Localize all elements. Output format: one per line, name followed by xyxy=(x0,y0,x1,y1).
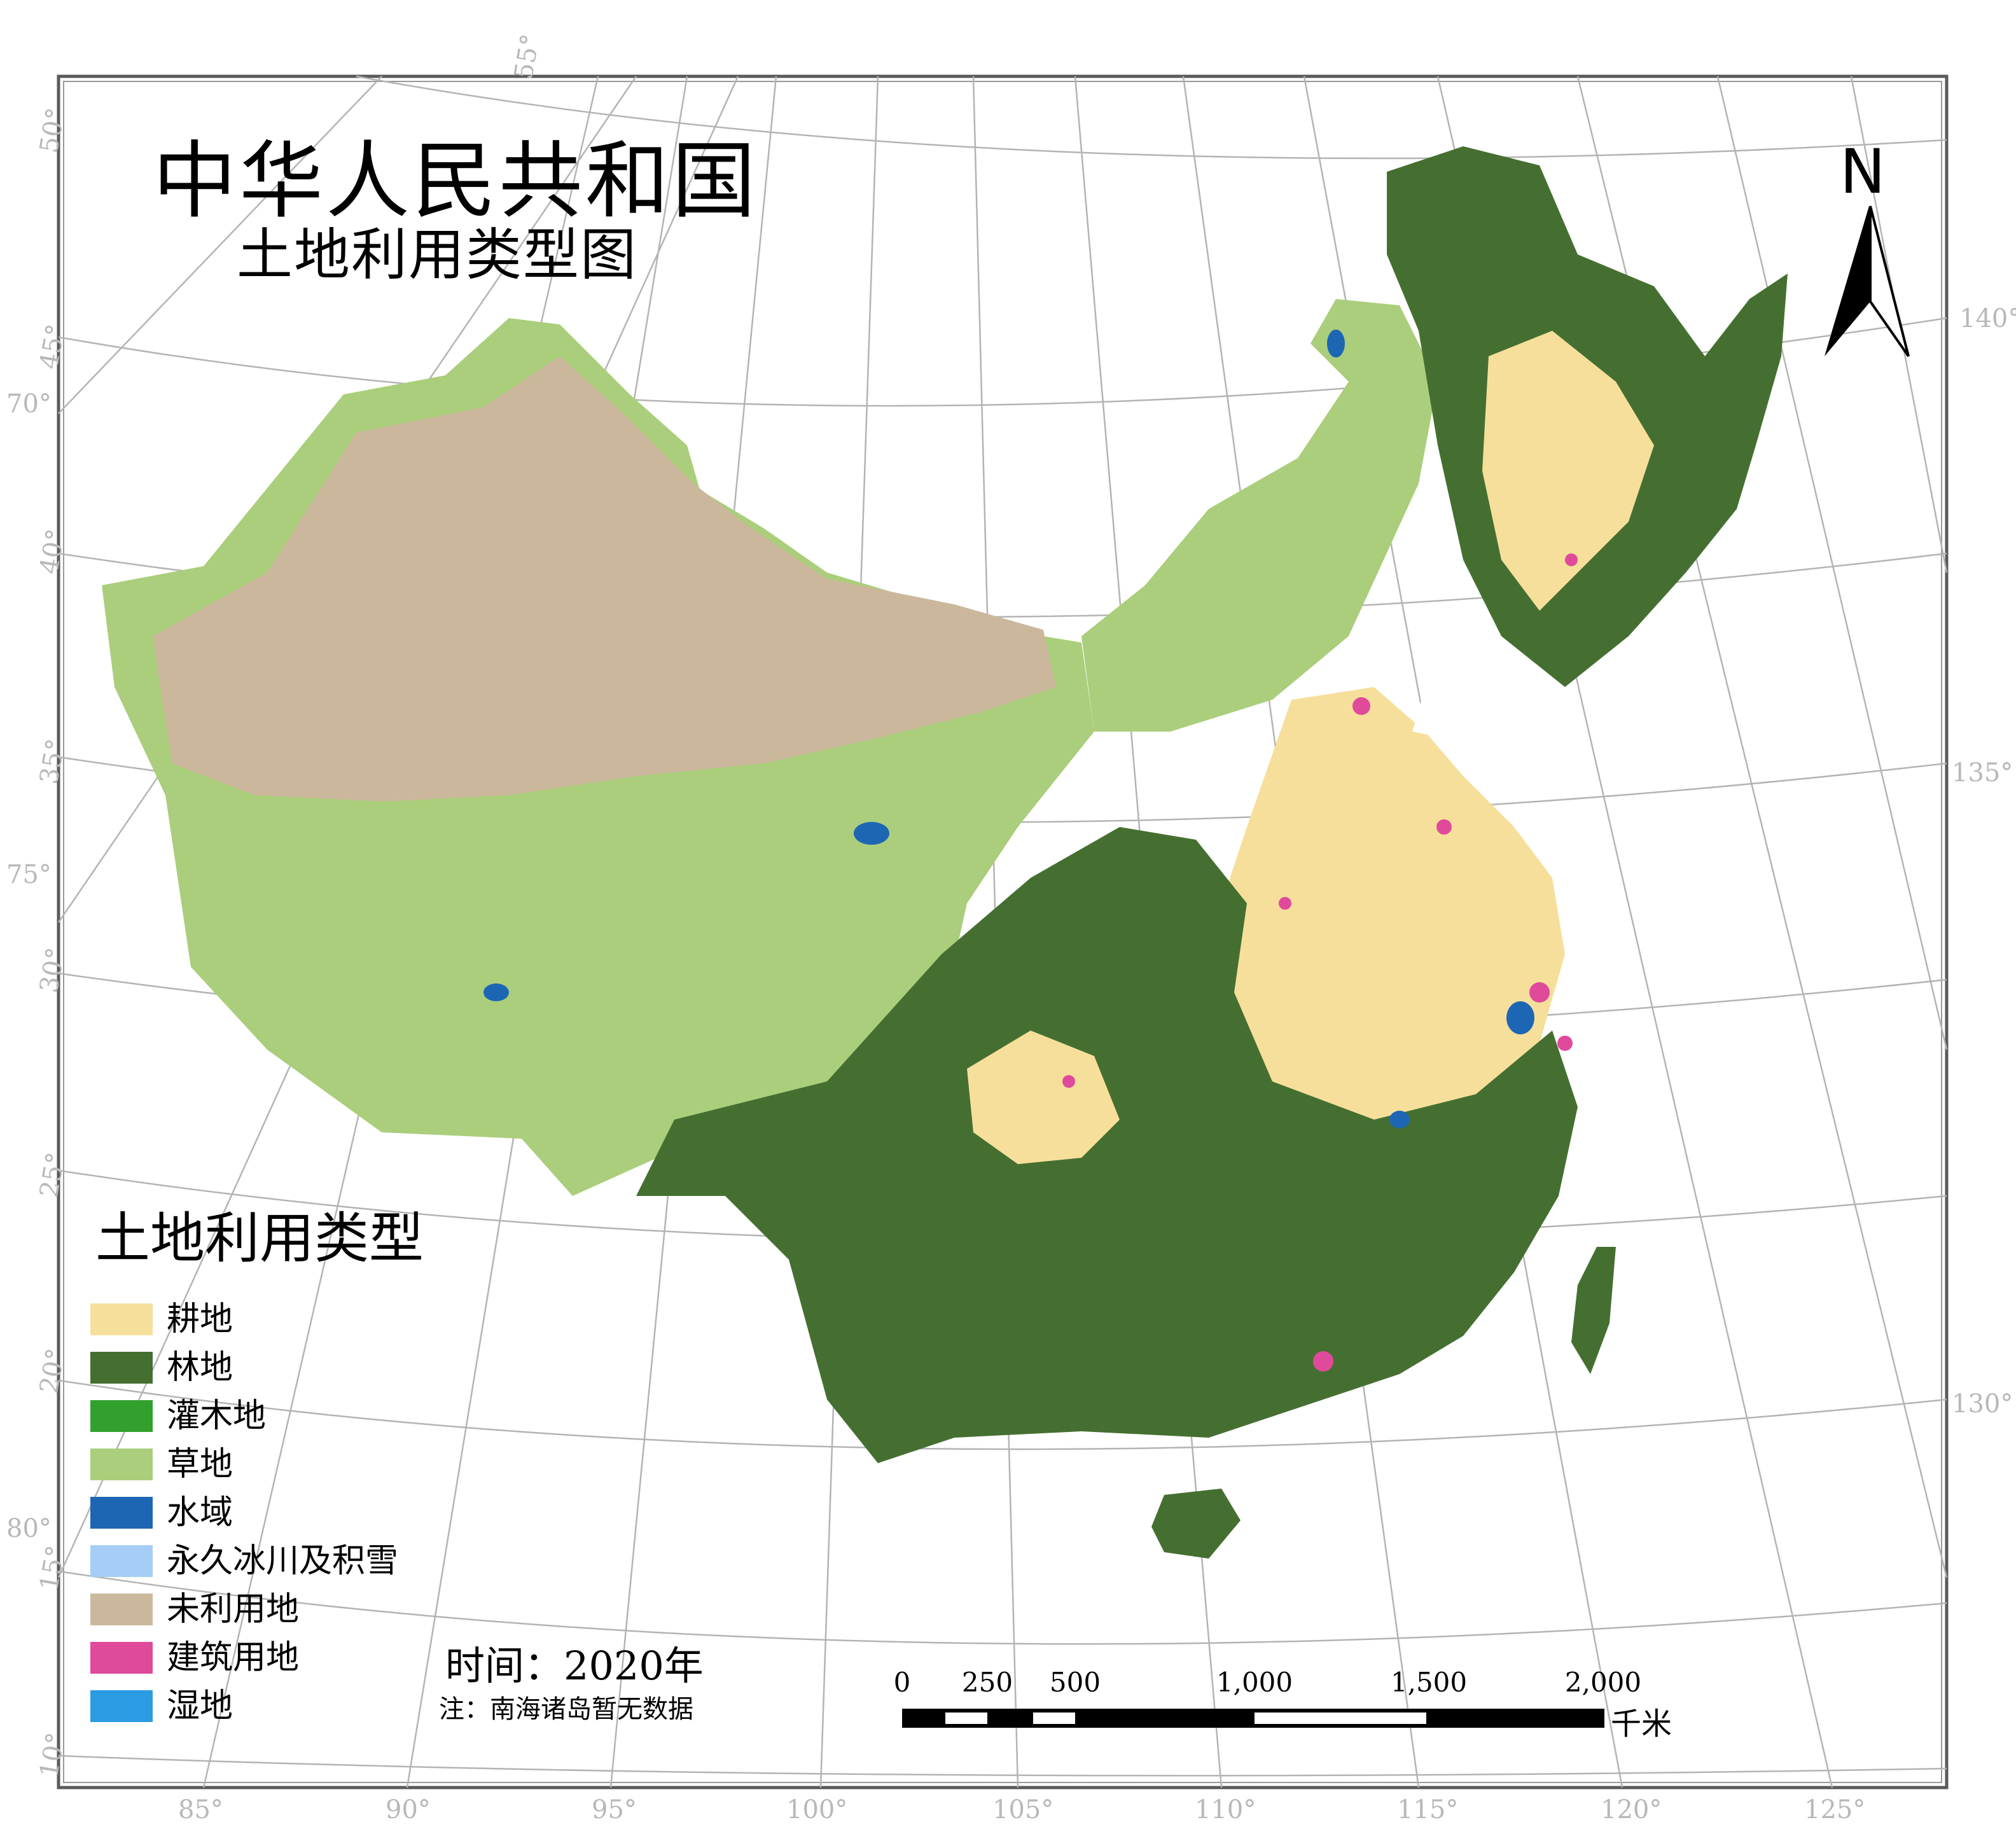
region-cropland-sichuan xyxy=(967,1031,1120,1164)
scale-tick-250: 250 xyxy=(961,1667,1013,1698)
lon-label-90: 90° xyxy=(386,1795,431,1824)
scale-tick-500: 500 xyxy=(1049,1667,1101,1698)
scale-tick-1500: 1,500 xyxy=(1390,1667,1468,1698)
region-forest-central xyxy=(636,827,1578,1463)
legend-swatch xyxy=(90,1594,153,1625)
lon-label-95: 95° xyxy=(592,1795,637,1824)
region-cropland-northeast xyxy=(1482,331,1654,611)
region-grassland-north xyxy=(1081,299,1438,732)
legend-item-built-up: 建筑用地 xyxy=(90,1634,398,1682)
legend-swatch xyxy=(90,1400,153,1432)
north-label: N xyxy=(1840,136,1886,207)
note-label: 注：南海诸岛暂无数据 xyxy=(439,1695,693,1724)
legend-item-water: 水域 xyxy=(90,1489,398,1537)
china-land-use xyxy=(102,146,1788,1559)
lon-label-85: 85° xyxy=(178,1795,223,1824)
legend-item-unused-land: 未利用地 xyxy=(90,1585,398,1634)
legend-title: 土地利用类型 xyxy=(95,1207,424,1270)
scale-bar xyxy=(902,1709,1604,1728)
lon-label-75: 75° xyxy=(6,860,52,889)
lon-label-140: 140° xyxy=(1959,304,2016,333)
legend-item-grassland: 草地 xyxy=(90,1440,398,1489)
legend-label: 湿地 xyxy=(167,1687,233,1725)
legend-item-wetland: 湿地 xyxy=(90,1682,398,1730)
lon-label-100: 100° xyxy=(786,1795,848,1824)
legend: 耕地 林地 灌木地 草地 水域 永久冰川及积雪 未利用地 建筑用地 湿地 xyxy=(90,1295,398,1730)
legend-label: 草地 xyxy=(167,1445,233,1483)
north-arrow-icon xyxy=(1825,205,1910,358)
legend-swatch xyxy=(90,1352,153,1384)
region-builtup xyxy=(1062,553,1578,1372)
region-forest-taiwan xyxy=(1571,1247,1616,1374)
legend-swatch xyxy=(90,1642,153,1674)
map-title: 中华人民共和国 xyxy=(153,132,758,230)
legend-swatch xyxy=(90,1448,153,1480)
map-frame-inner xyxy=(63,81,1942,1783)
scale-unit: 千米 xyxy=(1611,1706,1672,1742)
region-forest-hainan xyxy=(1151,1489,1241,1559)
legend-swatch xyxy=(90,1303,153,1335)
legend-item-forest: 林地 xyxy=(90,1344,398,1392)
lon-label-115: 115° xyxy=(1397,1795,1459,1824)
scale-tick-2000: 2,000 xyxy=(1564,1667,1642,1698)
lon-label-80: 80° xyxy=(6,1514,52,1543)
legend-item-cropland: 耕地 xyxy=(90,1295,398,1344)
legend-label: 水域 xyxy=(167,1494,233,1532)
legend-label: 林地 xyxy=(167,1349,233,1387)
region-cropland-northchina xyxy=(1209,687,1565,1132)
legend-swatch xyxy=(90,1545,153,1577)
lon-label-135: 135° xyxy=(1952,758,2013,788)
legend-swatch xyxy=(90,1690,153,1722)
map-frame xyxy=(57,74,1949,1789)
bohai-sea xyxy=(1412,649,1489,738)
legend-label: 灌木地 xyxy=(167,1397,267,1435)
lon-label-110: 110° xyxy=(1195,1795,1256,1824)
time-label: 时间：2020年 xyxy=(445,1643,704,1689)
legend-label: 建筑用地 xyxy=(167,1639,300,1677)
scale-tick-1000: 1,000 xyxy=(1216,1667,1293,1698)
map-subtitle: 土地利用类型图 xyxy=(237,222,638,288)
scale-tick-0: 0 xyxy=(893,1667,911,1698)
region-water xyxy=(483,330,1534,1129)
legend-swatch xyxy=(90,1497,153,1529)
legend-item-shrubland: 灌木地 xyxy=(90,1392,398,1440)
lon-label-125: 125° xyxy=(1804,1795,1866,1824)
lon-label-130: 130° xyxy=(1952,1389,2013,1419)
region-unused-desert xyxy=(153,356,1056,802)
lon-label-70: 70° xyxy=(6,389,52,419)
lon-label-120: 120° xyxy=(1601,1795,1662,1824)
legend-label: 未利用地 xyxy=(167,1590,300,1629)
legend-item-glacier-snow: 永久冰川及积雪 xyxy=(90,1537,398,1585)
legend-label: 耕地 xyxy=(167,1300,233,1338)
lon-label-105: 105° xyxy=(992,1795,1054,1824)
legend-label: 永久冰川及积雪 xyxy=(167,1542,399,1580)
